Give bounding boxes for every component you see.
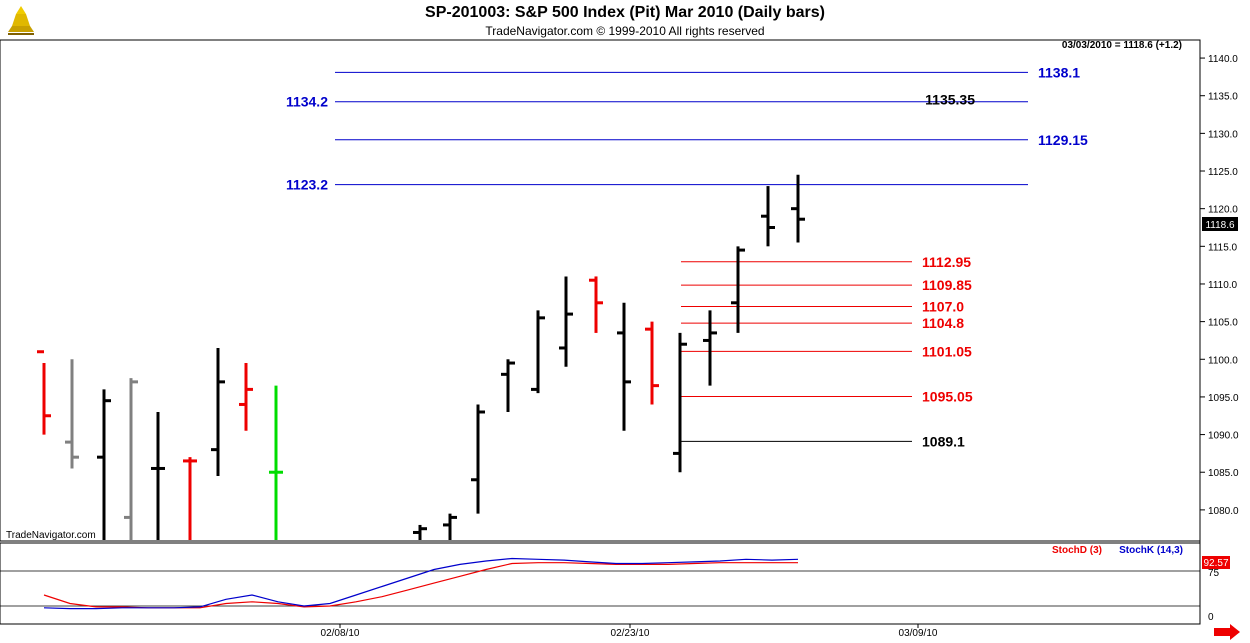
- last-price-label: 1118.6: [1205, 220, 1235, 231]
- ohlc-bars: [37, 174, 805, 540]
- price-tick-label: 1135.0: [1208, 92, 1238, 103]
- chart-title: SP-201003: S&P 500 Index (Pit) Mar 2010 …: [425, 4, 825, 21]
- price-level-label: 1134.2: [286, 94, 328, 110]
- price-level: 1134.2: [286, 94, 1028, 110]
- price-level-label: 1101.05: [922, 343, 972, 359]
- date-axis: 02/08/10 02/23/10 03/09/10: [321, 624, 938, 639]
- ohlc-bar: [501, 359, 515, 412]
- price-tick-label: 1120.0: [1208, 205, 1238, 216]
- price-level-label: 1109.85: [922, 277, 972, 293]
- price-tick-label: 1140.0: [1208, 54, 1238, 65]
- price-tick-label: 1125.0: [1208, 167, 1238, 178]
- stoch-series-line: [43, 557, 799, 610]
- ohlc-bar: [413, 524, 427, 540]
- price-level: 1089.1: [681, 433, 965, 449]
- price-level: 1104.8: [681, 315, 964, 331]
- price-level: 1135.35: [925, 92, 975, 108]
- price-level: 1101.05: [681, 343, 972, 359]
- price-level-label: 1138.1: [1038, 64, 1080, 80]
- ohlc-bar: [559, 276, 573, 367]
- stoch-tick-label: 0: [1208, 612, 1214, 623]
- price-level: 1129.15: [335, 132, 1088, 148]
- ohlc-bar: [37, 350, 51, 435]
- price-levels: 1138.1 1134.2 1135.35 1129.15 1123.2 1112.95 1…: [286, 64, 1088, 449]
- ohlc-bar: [791, 174, 805, 243]
- ohlc-bar: [589, 276, 603, 333]
- price-level-label: 1123.2: [286, 177, 328, 193]
- price-level: 1107.0: [681, 299, 964, 315]
- ohlc-bar: [269, 385, 283, 540]
- date-tick-label: 02/08/10: [321, 628, 360, 639]
- ohlc-bar: [471, 404, 485, 514]
- price-level-label: 1129.15: [1038, 132, 1088, 148]
- stoch-tick-label: 75: [1208, 568, 1220, 579]
- date-tick-label: 03/09/10: [899, 628, 938, 639]
- ohlc-bar: [151, 411, 165, 540]
- price-level-label: 1135.35: [925, 92, 975, 108]
- price-level-label: 1107.0: [922, 299, 964, 315]
- date-tick-label: 02/23/10: [611, 628, 650, 639]
- chart-header: SP-201003: S&P 500 Index (Pit) Mar 2010 …: [0, 0, 1250, 40]
- price-level: 1138.1: [335, 64, 1080, 80]
- price-level-label: 1104.8: [922, 315, 964, 331]
- last-price-box: 1118.6: [1202, 217, 1238, 231]
- price-tick-label: 1110.0: [1208, 280, 1238, 291]
- ohlc-bar: [761, 186, 775, 247]
- stoch-last-label: 92.57: [1203, 558, 1228, 569]
- price-level: 1109.85: [681, 277, 972, 293]
- ohlc-bar: [443, 513, 457, 540]
- price-tick-label: 1105.0: [1208, 318, 1238, 329]
- price-level-label: 1095.05: [922, 389, 973, 405]
- price-level: 1095.05: [681, 389, 973, 405]
- scroll-right-arrow-icon[interactable]: [1214, 624, 1240, 640]
- ohlc-bar: [211, 347, 225, 476]
- tradenavigator-logo-icon: [8, 6, 34, 35]
- ohlc-bar: [97, 389, 111, 540]
- price-tick-label: 1095.0: [1208, 393, 1239, 404]
- ohlc-bar: [645, 321, 659, 405]
- price-tick-label: 1085.0: [1208, 468, 1239, 479]
- price-axis: 1080.0 1085.0 1090.0 1095.0 1100.0 1105.0 1110…: [1200, 54, 1239, 517]
- price-level: 1123.2: [286, 177, 1028, 193]
- ohlc-bar: [124, 378, 138, 540]
- price-readout: 03/03/2010 = 1118.6 (+1.2): [1062, 40, 1182, 51]
- ohlc-bar: [617, 302, 631, 431]
- price-tick-label: 1115.0: [1208, 242, 1238, 253]
- stochastic-panel: 0 75: [0, 557, 1220, 623]
- price-level: 1112.95: [681, 254, 971, 270]
- copyright-text: TradeNavigator.com © 1999-2010 All right…: [485, 24, 765, 38]
- price-tick-label: 1100.0: [1208, 355, 1238, 366]
- price-level-label: 1112.95: [922, 254, 971, 270]
- ohlc-bar: [183, 457, 197, 540]
- ohlc-bar: [65, 359, 79, 469]
- price-tick-label: 1130.0: [1208, 129, 1238, 140]
- price-tick-label: 1080.0: [1208, 506, 1239, 517]
- ohlc-bar: [239, 363, 253, 431]
- stoch-d-legend: StochD (3): [1052, 545, 1102, 556]
- price-level-label: 1089.1: [922, 433, 965, 449]
- ohlc-bar: [673, 332, 687, 473]
- ohlc-bar: [703, 310, 717, 386]
- stoch-last-box: 92.57: [1202, 556, 1230, 569]
- stoch-series-line: [43, 562, 798, 609]
- price-panel-frame: [0, 39, 1201, 542]
- stoch-panel-frame: [0, 542, 1201, 625]
- price-tick-label: 1090.0: [1208, 431, 1239, 442]
- stoch-k-legend: StochK (14,3): [1119, 545, 1183, 556]
- watermark-text: TradeNavigator.com: [6, 530, 96, 541]
- ohlc-bar: [531, 310, 545, 394]
- ohlc-bar: [731, 246, 745, 333]
